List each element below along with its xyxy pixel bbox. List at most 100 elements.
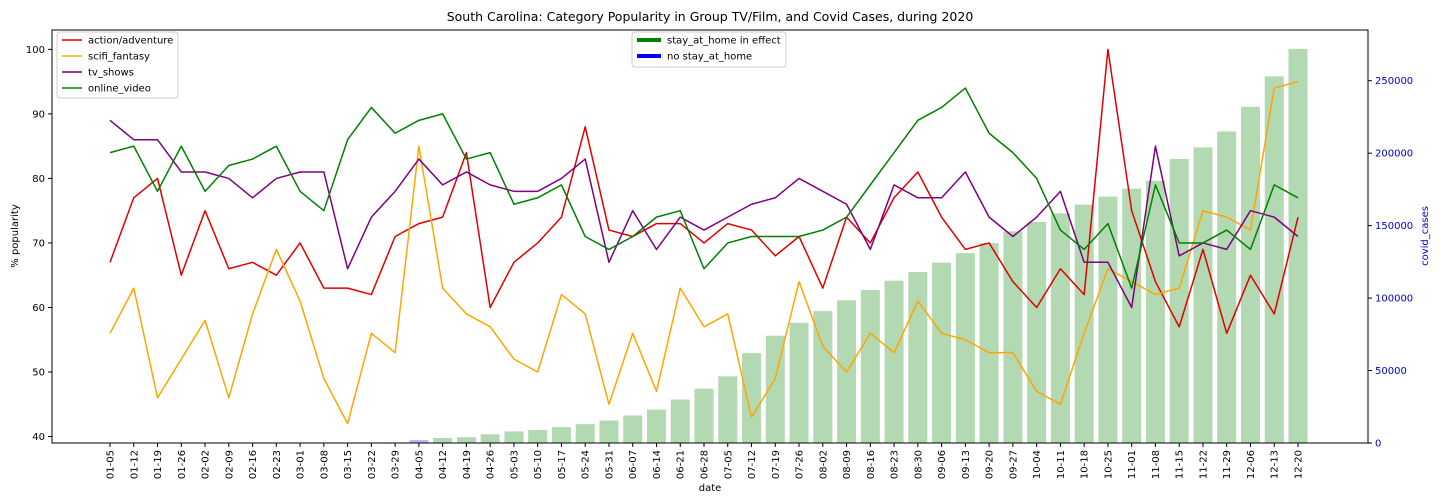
- covid-bar-08-23: [884, 280, 904, 443]
- covid-bar-10-04: [1027, 222, 1047, 443]
- x-tick-label: 02-23: [272, 450, 283, 479]
- x-tick-label: 12-13: [1270, 450, 1281, 479]
- x-tick-label: 03-08: [319, 450, 330, 479]
- covid-bar-05-03: [504, 431, 524, 443]
- x-tick-label: 05-10: [533, 450, 544, 479]
- y-axis-label: % popularity: [10, 204, 21, 268]
- x-tick-label: 10-11: [1056, 450, 1067, 479]
- covid-bar-06-07: [623, 415, 643, 443]
- x-tick-label: 12-06: [1246, 450, 1257, 479]
- chart-title: South Carolina: Category Popularity in G…: [447, 9, 974, 24]
- x-tick-label: 05-17: [557, 450, 568, 479]
- covid-bar-11-08: [1145, 180, 1165, 443]
- left-axis: 40 50 60 70 80 90 100: [26, 45, 52, 443]
- x-tick-label: 08-23: [890, 450, 901, 479]
- x-tick-label: 03-15: [343, 450, 354, 479]
- x-axis-label: date: [699, 483, 722, 494]
- covid-bar-05-10: [528, 429, 548, 443]
- x-tick-label: 06-14: [652, 450, 663, 479]
- covid-bar-11-29: [1217, 131, 1237, 443]
- x-tick-label: 03-29: [391, 450, 402, 479]
- x-tick-label: 09-13: [961, 450, 972, 479]
- covid-bar-12-20: [1288, 48, 1308, 444]
- x-tick-label: 04-19: [462, 450, 473, 479]
- covid-bar-04-19: [456, 437, 476, 443]
- y-right-tick-label: 150000: [1375, 221, 1413, 232]
- x-tick-label: 05-24: [581, 450, 592, 479]
- covid-bar-05-24: [575, 424, 595, 443]
- legend-label: scifi_fantasy: [88, 52, 150, 63]
- covid-bar-08-16: [860, 290, 880, 443]
- covid-bar-04-12: [433, 437, 453, 443]
- x-tick-label: 07-12: [747, 450, 758, 479]
- x-tick-label: 02-02: [201, 450, 212, 479]
- covid-bar-09-06: [932, 262, 952, 443]
- x-tick-label: 11-01: [1127, 450, 1138, 479]
- covid-bar-11-01: [1122, 188, 1142, 443]
- covid-bar-10-25: [1098, 196, 1118, 443]
- legend-label: online_video: [88, 84, 151, 95]
- x-tick-label: 08-30: [913, 450, 924, 479]
- x-tick-label: 11-22: [1198, 450, 1209, 479]
- covid-bar-10-11: [1050, 213, 1070, 443]
- x-tick-label: 09-27: [1008, 450, 1019, 479]
- x-tick-label: 06-28: [700, 450, 711, 479]
- covid-bars: [385, 48, 1308, 444]
- x-tick-label: 01-12: [129, 450, 140, 479]
- covid-bar-06-14: [646, 409, 666, 443]
- covid-bar-10-18: [1074, 204, 1094, 443]
- x-tick-label: 12-20: [1294, 450, 1305, 479]
- series-line-online-video: [109, 87, 1299, 289]
- x-tick-label: 06-21: [676, 450, 687, 479]
- x-tick-label: 04-05: [414, 450, 425, 479]
- x-tick-label: 10-18: [1080, 450, 1091, 479]
- x-tick-label: 02-16: [248, 450, 259, 479]
- x-tick-label: 04-12: [438, 450, 449, 479]
- x-tick-label: 05-03: [509, 450, 520, 479]
- covid-bar-09-13: [955, 253, 975, 443]
- x-tick-label: 09-20: [985, 450, 996, 479]
- covid-bar-04-26: [480, 434, 500, 443]
- legend-series-box: [56, 31, 179, 99]
- x-tick-label: 11-29: [1222, 450, 1233, 479]
- x-tick-label: 01-26: [177, 450, 188, 479]
- covid-bar-11-22: [1193, 147, 1213, 443]
- legend-stay-at-home: stay_at_home in effect no stay_at_home: [631, 31, 787, 68]
- legend-label: tv_shows: [88, 68, 134, 79]
- series-line-action-adventure: [109, 48, 1299, 335]
- y-right-tick-label: 200000: [1375, 149, 1413, 160]
- covid-bar-05-17: [551, 427, 571, 443]
- covid-bar-07-05: [718, 376, 738, 443]
- covid-bar-07-12: [742, 353, 762, 443]
- legend-label: stay_at_home in effect: [667, 36, 781, 47]
- covid-bar-06-21: [670, 399, 690, 443]
- series-lines: [109, 48, 1299, 425]
- y-tick-label: 100: [26, 45, 45, 56]
- x-tick-label: 03-01: [296, 450, 307, 479]
- covid-bar-09-27: [1003, 231, 1023, 443]
- x-tick-label: 02-09: [224, 450, 235, 479]
- x-tick-label: 04-26: [486, 450, 497, 479]
- legend-stay-box: [631, 31, 787, 68]
- covid-bar-11-15: [1169, 158, 1189, 443]
- x-tick-label: 07-05: [723, 450, 734, 479]
- x-tick-label: 03-22: [367, 450, 378, 479]
- y-right-tick-label: 0: [1375, 439, 1381, 450]
- x-tick-label: 08-02: [818, 450, 829, 479]
- covid-bar-07-26: [789, 322, 809, 443]
- covid-bar-04-05: [409, 440, 429, 443]
- series-line-scifi-fantasy: [109, 80, 1299, 425]
- covid-bar-12-13: [1264, 76, 1284, 444]
- x-tick-label: 11-15: [1175, 450, 1186, 479]
- covid-bar-06-28: [694, 388, 714, 443]
- x-tick-label: 08-16: [866, 450, 877, 479]
- legend-label: no stay_at_home: [667, 52, 752, 63]
- covid-bar-08-02: [813, 311, 833, 443]
- x-tick-label: 07-26: [795, 450, 806, 479]
- x-axis: 01-05 01-12 01-19 01-26 02-02 02-09 02-16 02-23…: [106, 443, 1305, 479]
- legend-label: action/adventure: [88, 36, 173, 47]
- y-right-tick-label: 100000: [1375, 294, 1413, 305]
- x-tick-label: 01-05: [106, 450, 117, 479]
- covid-bar-08-30: [908, 272, 928, 443]
- plot-frame: [51, 29, 1369, 444]
